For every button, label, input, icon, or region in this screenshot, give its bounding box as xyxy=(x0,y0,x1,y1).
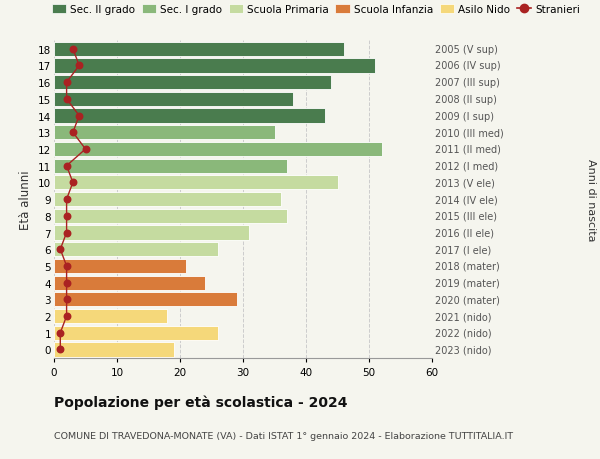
Point xyxy=(62,296,71,303)
Text: 2015 (III ele): 2015 (III ele) xyxy=(435,211,497,221)
Point xyxy=(68,129,78,137)
Point xyxy=(68,46,78,53)
Bar xyxy=(54,109,325,123)
Bar xyxy=(54,43,344,57)
Point xyxy=(62,313,71,320)
Point xyxy=(62,162,71,170)
Point xyxy=(62,213,71,220)
Point xyxy=(62,280,71,287)
Text: Popolazione per età scolastica - 2024: Popolazione per età scolastica - 2024 xyxy=(54,395,347,409)
Point xyxy=(55,330,65,337)
Bar xyxy=(54,243,218,257)
Text: 2013 (V ele): 2013 (V ele) xyxy=(435,178,495,188)
Text: 2020 (mater): 2020 (mater) xyxy=(435,295,500,305)
Text: 2023 (nido): 2023 (nido) xyxy=(435,345,491,355)
Point xyxy=(74,62,84,70)
Point xyxy=(74,112,84,120)
Text: 2012 (I med): 2012 (I med) xyxy=(435,161,498,171)
Point xyxy=(55,346,65,353)
Bar xyxy=(54,93,293,107)
Bar xyxy=(54,126,275,140)
Text: 2018 (mater): 2018 (mater) xyxy=(435,261,500,271)
Bar xyxy=(54,76,331,90)
Text: Anni di nascita: Anni di nascita xyxy=(586,158,596,241)
Y-axis label: Età alunni: Età alunni xyxy=(19,170,32,230)
Bar xyxy=(54,176,337,190)
Text: COMUNE DI TRAVEDONA-MONATE (VA) - Dati ISTAT 1° gennaio 2024 - Elaborazione TUTT: COMUNE DI TRAVEDONA-MONATE (VA) - Dati I… xyxy=(54,431,513,440)
Legend: Sec. II grado, Sec. I grado, Scuola Primaria, Scuola Infanzia, Asilo Nido, Stran: Sec. II grado, Sec. I grado, Scuola Prim… xyxy=(52,6,580,15)
Point xyxy=(68,179,78,187)
Text: 2005 (V sup): 2005 (V sup) xyxy=(435,45,498,55)
Point xyxy=(62,263,71,270)
Text: 2010 (III med): 2010 (III med) xyxy=(435,128,504,138)
Text: 2009 (I sup): 2009 (I sup) xyxy=(435,112,494,121)
Text: 2021 (nido): 2021 (nido) xyxy=(435,311,491,321)
Text: 2022 (nido): 2022 (nido) xyxy=(435,328,491,338)
Text: 2007 (III sup): 2007 (III sup) xyxy=(435,78,500,88)
Bar xyxy=(54,59,376,73)
Text: 2019 (mater): 2019 (mater) xyxy=(435,278,500,288)
Bar xyxy=(54,342,174,357)
Point xyxy=(80,146,91,153)
Bar xyxy=(54,193,281,207)
Bar xyxy=(54,159,287,174)
Text: 2006 (IV sup): 2006 (IV sup) xyxy=(435,62,500,71)
Point xyxy=(62,230,71,237)
Point xyxy=(62,196,71,203)
Bar xyxy=(54,143,382,157)
Text: 2016 (II ele): 2016 (II ele) xyxy=(435,228,494,238)
Bar xyxy=(54,326,218,340)
Bar xyxy=(54,309,167,324)
Point xyxy=(62,96,71,103)
Bar xyxy=(54,292,236,307)
Bar xyxy=(54,276,205,290)
Bar xyxy=(54,259,186,274)
Text: 2014 (IV ele): 2014 (IV ele) xyxy=(435,195,498,205)
Text: 2011 (II med): 2011 (II med) xyxy=(435,145,501,155)
Point xyxy=(55,246,65,253)
Bar xyxy=(54,226,250,240)
Point xyxy=(62,79,71,87)
Text: 2008 (II sup): 2008 (II sup) xyxy=(435,95,497,105)
Text: 2017 (I ele): 2017 (I ele) xyxy=(435,245,491,255)
Bar xyxy=(54,209,287,224)
